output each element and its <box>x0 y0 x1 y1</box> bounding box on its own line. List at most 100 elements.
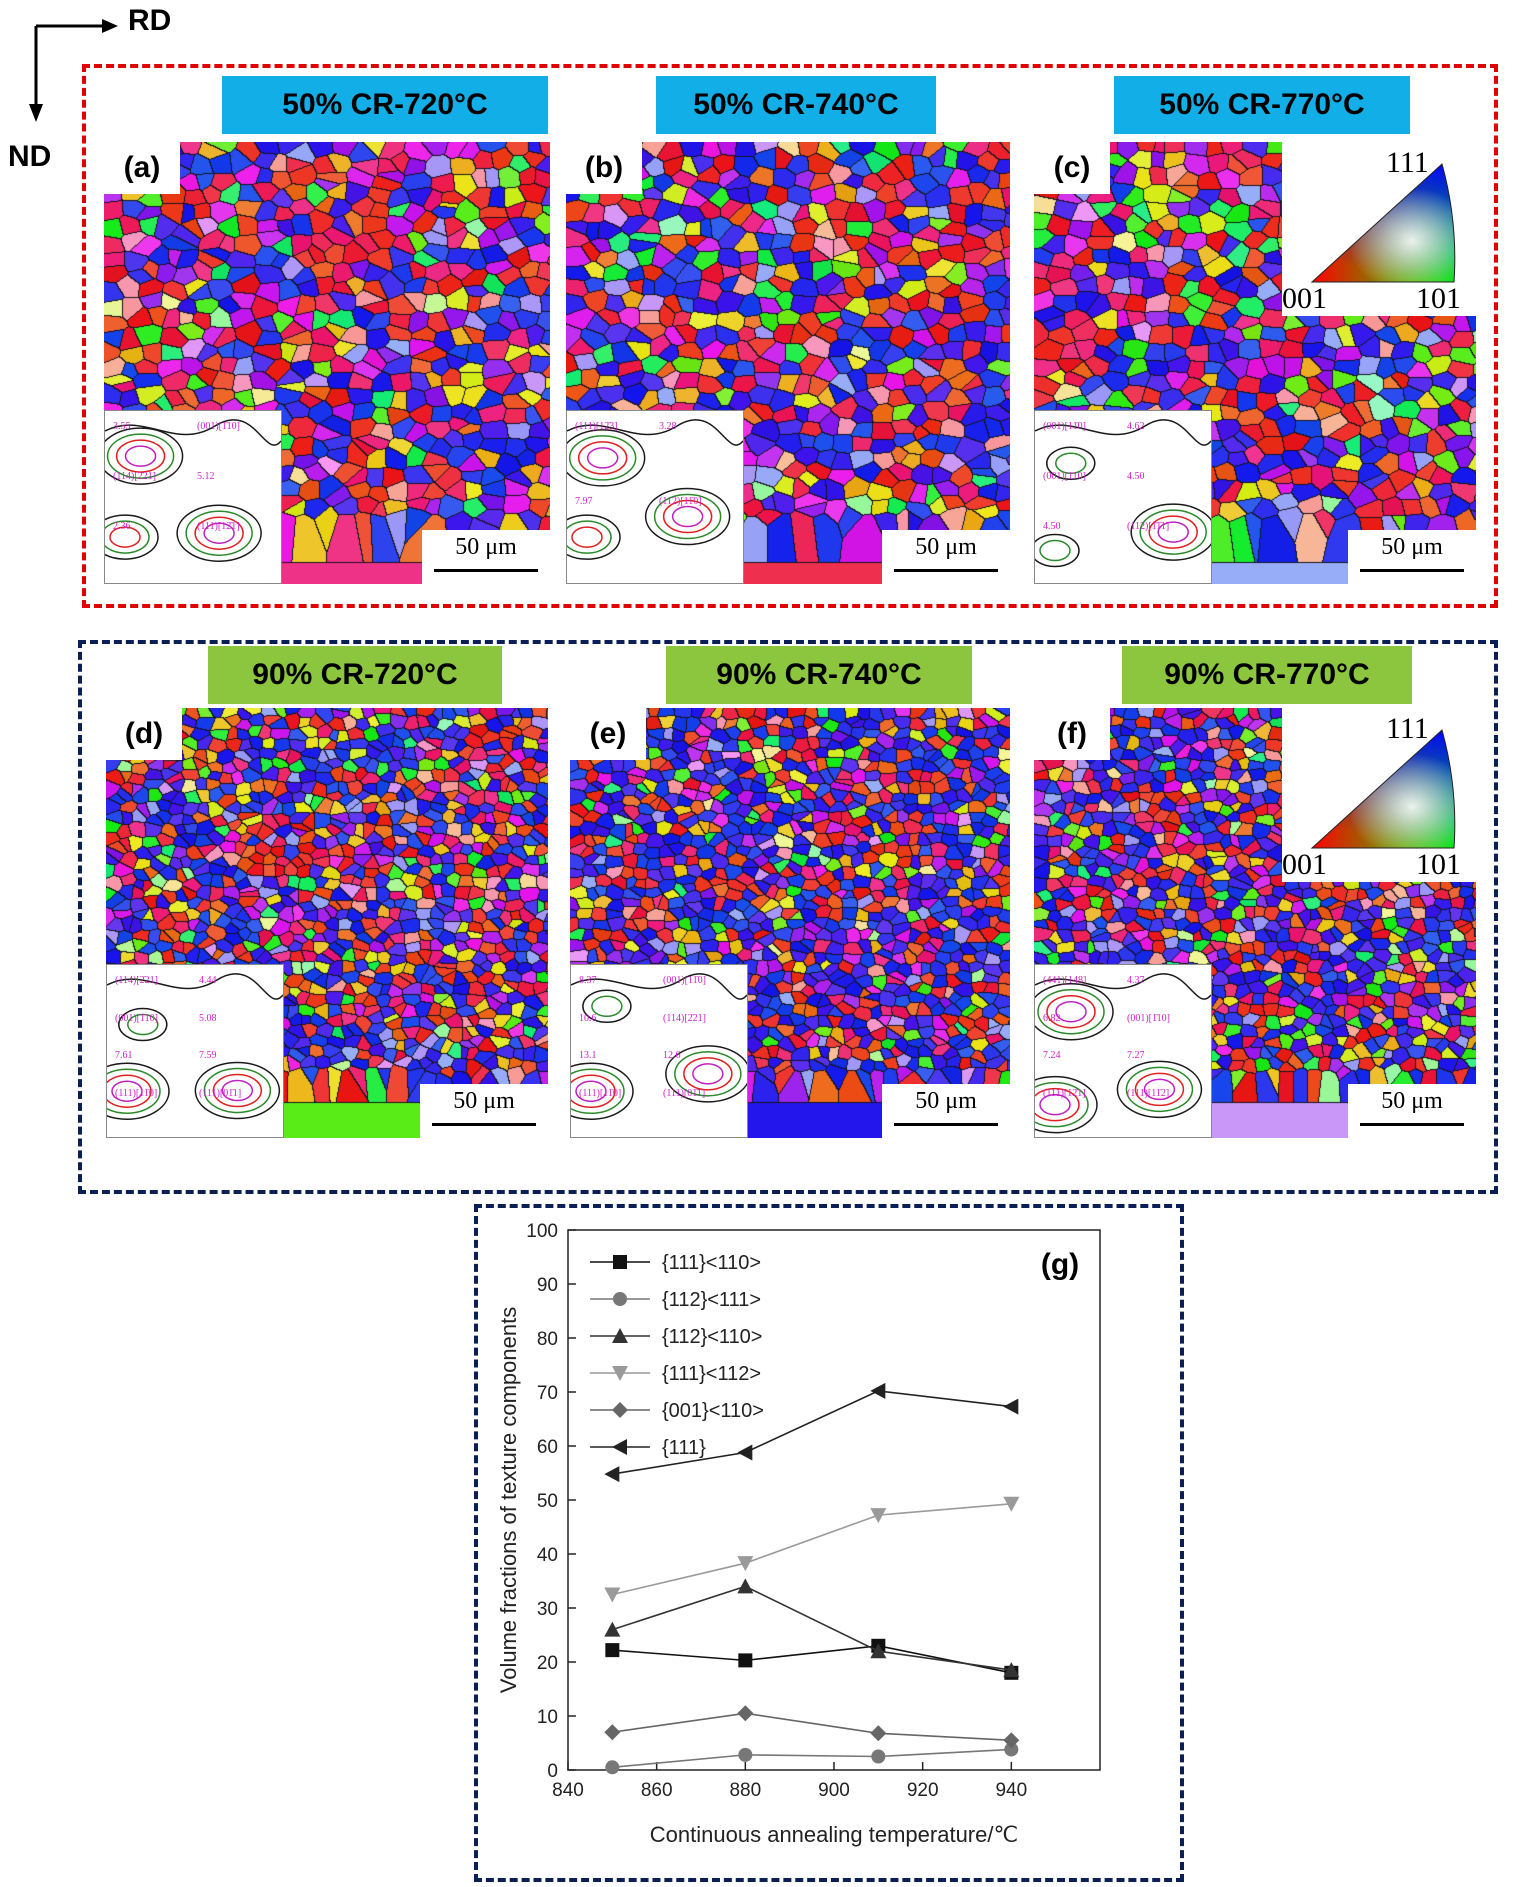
odf-annotation: 3.55 <box>113 421 131 432</box>
scale-bar: 50 μm <box>882 530 1010 584</box>
odf-contour <box>568 435 637 481</box>
scale-bar-label: 50 μm <box>453 1088 515 1114</box>
data-point <box>737 1705 754 1722</box>
odf-annotation: (111)[11̄2] <box>1127 1087 1170 1099</box>
scale-bar: 50 μm <box>1348 530 1476 584</box>
odf-annotation: 3.28 <box>659 421 677 432</box>
y-tick-label: 100 <box>526 1221 558 1242</box>
odf-contour <box>203 522 235 544</box>
odf-contour <box>105 427 184 485</box>
data-point <box>605 1760 620 1775</box>
scale-bar-line <box>432 1123 536 1126</box>
odf-contour <box>105 520 150 554</box>
odf-annotation: (111)[11̄0] <box>115 1087 158 1099</box>
odf-annotation: 4.62 <box>1127 421 1145 432</box>
scale-bar: 50 μm <box>882 1084 1010 1138</box>
legend-marker <box>613 1292 627 1306</box>
panel-letter: (b) <box>566 142 642 194</box>
odf-annotation: (111)[01̄1] <box>663 1087 706 1099</box>
y-tick-label: 80 <box>537 1329 558 1350</box>
group-box-90cr <box>78 640 1498 1194</box>
legend-label: {111}<112> <box>662 1363 761 1385</box>
odf-contour <box>591 995 623 1018</box>
odf-annotation: 7.27 <box>1127 1050 1145 1061</box>
scale-bar: 50 μm <box>420 1084 548 1138</box>
odf-contour <box>203 1067 272 1114</box>
odf-annotation: 7.59 <box>199 1050 217 1061</box>
odf-annotation: (001)[1̄10] <box>1127 1012 1170 1024</box>
odf-contour <box>662 499 713 534</box>
odf-contour <box>107 1068 161 1114</box>
odf-contours <box>571 973 747 1121</box>
scale-bar-label: 50 μm <box>915 1088 977 1114</box>
odf-contour <box>1035 1075 1098 1134</box>
odf-contour <box>107 1062 170 1120</box>
odf-contours <box>567 419 743 560</box>
odf-annotation: 4.50 <box>1043 521 1061 532</box>
data-point <box>1004 1742 1019 1757</box>
odf-annotation: (114)[2̄21] <box>115 975 158 986</box>
odf-contour <box>582 989 632 1024</box>
odf-inset: 8.37 (001)[11̄0] 10.6 (114)[2̄21] 13.1 12.6 (1… <box>570 964 748 1138</box>
odf-annotation: 4.37 <box>1127 975 1145 986</box>
odf-contour <box>692 1063 724 1085</box>
odf-annotation: 8.37 <box>579 975 597 986</box>
legend-marker <box>612 1402 628 1418</box>
texture-fraction-chart: 840 860 880 900 920 940 0 10 20 30 40 50 60 70 80 90 100… <box>496 1221 1101 1847</box>
odf-annotation: 7.97 <box>575 496 593 507</box>
legend-marker <box>612 1366 628 1381</box>
data-point <box>870 1382 886 1399</box>
legend-label: {112}<111> <box>662 1289 761 1311</box>
odf-contour <box>1134 1072 1185 1107</box>
odf-contour <box>1143 1078 1176 1101</box>
data-point <box>871 1749 886 1764</box>
x-tick-label: 860 <box>641 1780 673 1801</box>
odf-annotation: 5.12 <box>197 471 215 482</box>
data-point <box>604 1621 621 1637</box>
group-box-50cr <box>82 64 1498 608</box>
odf-contour <box>567 429 646 487</box>
odf-annotation: (112)[1̄1̄1] <box>1127 521 1170 532</box>
odf-annotation: 7.61 <box>115 1050 133 1061</box>
y-tick-label: 50 <box>537 1491 558 1512</box>
ebsd-map-e: (e) 8.37 (001)[11̄0] 10.6 (114)[2̄21] 13.1 12… <box>570 708 1010 1138</box>
ebsd-map-c: (c) (001)[11̄0] 4.62 (001)[1̄10] 4.50 4.50 (1… <box>1034 142 1476 584</box>
ipf-pole-label: 101 <box>1416 282 1461 315</box>
odf-contour <box>1035 982 1114 1041</box>
legend-label: {111}<110> <box>662 1252 761 1274</box>
nd-label: ND <box>8 140 52 173</box>
odf-contour <box>1055 1000 1087 1023</box>
odf-annotation: 12.6 <box>663 1050 681 1061</box>
odf-contour <box>674 1051 742 1097</box>
scale-bar-line <box>1360 569 1464 572</box>
data-point <box>737 1556 754 1572</box>
odf-contour <box>567 520 612 554</box>
ebsd-map-f: (f) (441)[148] 4.37 6.82 (001)[1̄10] 7.24 7.2… <box>1034 708 1476 1138</box>
title-tag-d: 90% CR-720°C <box>208 646 502 704</box>
y-tick-label: 40 <box>537 1545 558 1566</box>
odf-contour <box>212 1073 263 1108</box>
odf-contour <box>221 1079 254 1102</box>
scale-bar-label: 50 μm <box>1381 1088 1443 1114</box>
odf-contour <box>176 504 262 562</box>
odf-annotation: 2.36 <box>113 521 131 532</box>
odf-annotation: (001)[1̄10] <box>115 1012 158 1024</box>
legend-marker <box>612 1439 627 1455</box>
title-tag-b: 50% CR-740°C <box>656 76 936 134</box>
title-tag-f: 90% CR-770°C <box>1122 646 1412 704</box>
odf-contours <box>107 973 283 1120</box>
ipf-triangle-icon <box>1310 163 1456 283</box>
odf-inset: (114)[2̄21] 4.44 (001)[1̄10] 5.08 7.61 7.59 (1… <box>106 964 284 1138</box>
odf-annotation: (111)[11̄0] <box>579 1087 622 1099</box>
odf-contour <box>107 973 283 1000</box>
data-point <box>870 1643 887 1659</box>
odf-annotation: 7.24 <box>1043 1050 1061 1061</box>
odf-contour <box>185 510 253 556</box>
legend-label: {001}<110> <box>662 1400 764 1422</box>
odf-contour <box>1046 446 1096 481</box>
data-point <box>870 1508 887 1524</box>
odf-contour <box>115 439 166 473</box>
odf-contour <box>194 1061 281 1120</box>
scale-bar: 50 μm <box>1348 1084 1476 1138</box>
legend-label: {111} <box>662 1437 706 1459</box>
